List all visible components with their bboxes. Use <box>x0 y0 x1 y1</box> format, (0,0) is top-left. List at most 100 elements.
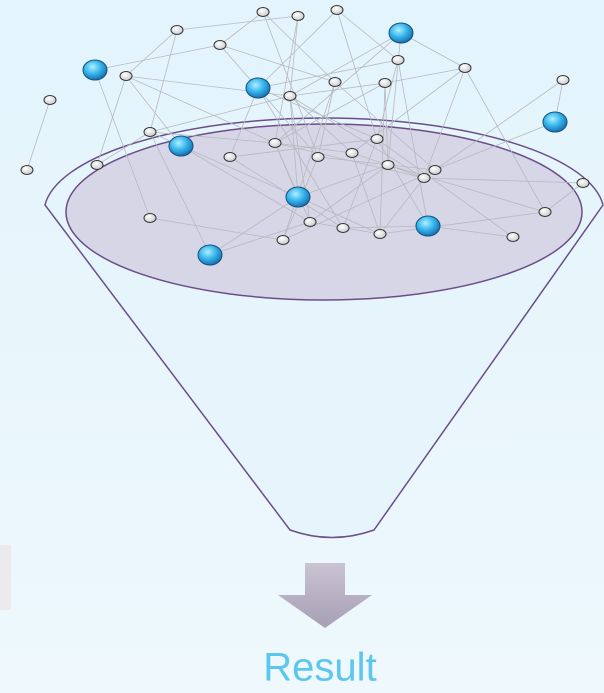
edge <box>257 87 344 229</box>
hub-node <box>82 59 108 81</box>
edge <box>334 81 436 171</box>
edge <box>317 156 436 171</box>
result-label: Result <box>263 646 376 690</box>
edge <box>379 82 386 235</box>
node <box>143 127 157 137</box>
edge <box>94 44 221 71</box>
edge <box>209 196 299 256</box>
node <box>119 71 133 81</box>
edge <box>274 32 402 144</box>
edge <box>400 32 466 69</box>
node <box>428 165 442 175</box>
edge <box>96 75 127 166</box>
node <box>417 173 431 183</box>
edge <box>229 87 259 158</box>
edge <box>434 121 556 171</box>
edge <box>262 11 319 158</box>
edge <box>229 138 378 158</box>
edge <box>149 217 284 241</box>
edge <box>274 82 386 144</box>
hub-node <box>168 135 194 157</box>
node <box>506 232 520 242</box>
edge <box>257 9 338 89</box>
edge <box>423 67 466 179</box>
hub-node <box>245 77 271 99</box>
hub-node <box>197 244 223 266</box>
edge <box>464 67 546 213</box>
arrow <box>278 563 372 628</box>
edge <box>125 75 182 147</box>
node <box>90 160 104 170</box>
edge <box>289 82 386 97</box>
edge <box>180 145 311 223</box>
edge <box>257 59 399 89</box>
node <box>336 223 350 233</box>
hub-node <box>388 22 414 44</box>
edge <box>351 152 389 166</box>
edge <box>289 15 299 97</box>
edge <box>342 225 429 229</box>
edge <box>96 131 151 166</box>
edge <box>384 67 466 84</box>
node <box>373 229 387 239</box>
edge <box>282 81 336 241</box>
node <box>283 91 297 101</box>
node <box>276 235 290 245</box>
node <box>170 25 184 35</box>
edge <box>351 152 381 235</box>
edge <box>379 177 425 235</box>
edge <box>149 131 276 144</box>
edge <box>289 95 425 179</box>
node <box>576 178 590 188</box>
edge <box>297 164 389 198</box>
node <box>213 40 227 50</box>
edge <box>379 211 546 235</box>
edge <box>342 138 378 229</box>
edge <box>176 15 299 31</box>
node <box>381 160 395 170</box>
edge <box>427 225 514 238</box>
edge <box>336 9 378 140</box>
node <box>303 217 317 227</box>
edge <box>384 82 389 166</box>
edge <box>257 87 378 140</box>
node <box>291 11 305 21</box>
edge <box>149 29 178 133</box>
edge <box>376 138 514 238</box>
edge <box>387 164 546 213</box>
edge <box>149 131 211 256</box>
hub-node <box>415 215 441 237</box>
edge <box>317 81 336 158</box>
node <box>458 63 472 73</box>
node <box>311 152 325 162</box>
edge <box>209 221 311 256</box>
edge <box>387 32 402 166</box>
node <box>378 78 392 88</box>
edge <box>219 44 336 83</box>
node <box>20 165 34 175</box>
edge <box>434 79 564 171</box>
edge <box>309 164 389 223</box>
node <box>556 75 570 85</box>
edge <box>94 69 151 219</box>
edge <box>125 29 178 77</box>
edge <box>219 11 264 46</box>
node <box>268 138 282 148</box>
edge <box>282 169 436 241</box>
edge <box>336 9 399 61</box>
node <box>345 148 359 158</box>
edge <box>376 138 429 227</box>
node <box>538 207 552 217</box>
edge <box>376 59 399 140</box>
network-nodes <box>20 5 590 266</box>
node <box>143 213 157 223</box>
edge <box>289 95 299 198</box>
edge <box>423 177 584 184</box>
edge <box>274 142 353 154</box>
edge <box>289 32 402 97</box>
edge <box>125 75 276 144</box>
node <box>330 5 344 15</box>
side-panel <box>0 545 11 610</box>
